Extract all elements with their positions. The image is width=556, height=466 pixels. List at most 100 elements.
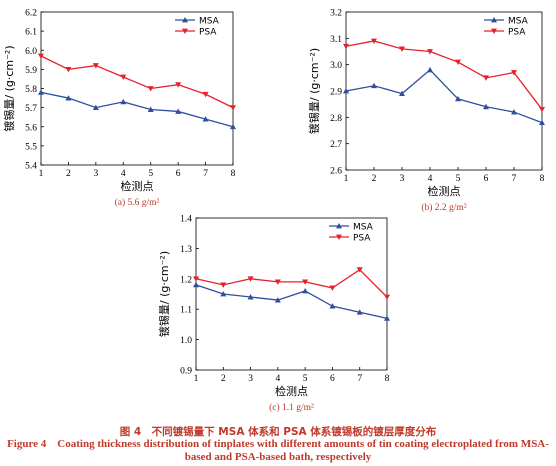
data-point-psa <box>175 82 182 88</box>
plot-frame <box>195 217 388 371</box>
x-tick-label: 8 <box>540 174 545 184</box>
data-point-msa <box>175 108 182 114</box>
x-tick-label: 3 <box>248 374 253 384</box>
data-point-msa <box>274 297 281 303</box>
y-tick-label: 2.7 <box>330 140 342 150</box>
data-point-msa <box>511 109 517 115</box>
data-point-psa <box>65 66 72 73</box>
data-point-psa <box>455 59 461 66</box>
data-point-psa <box>483 75 489 81</box>
data-point-psa <box>38 53 44 59</box>
y-tick-label: 3.0 <box>330 61 342 71</box>
x-tick-label: 6 <box>330 374 335 384</box>
x-tick-label: 8 <box>385 374 390 384</box>
x-tick-label: 7 <box>512 174 517 184</box>
y-tick-label: 2.9 <box>330 88 342 98</box>
x-tick-label: 2 <box>66 169 71 179</box>
data-point-msa <box>302 287 309 294</box>
x-tick-label: 1 <box>39 169 44 179</box>
y-tick-label: 5.8 <box>25 85 37 95</box>
figure-caption-chinese: 图 4 不同镀锡量下 MSA 体系和 PSA 体系镀锡板的镀层厚度分布 <box>119 426 437 438</box>
data-point-psa <box>511 70 517 76</box>
data-point-msa <box>230 123 236 130</box>
data-point-psa <box>427 49 433 55</box>
legend-marker-psa <box>491 28 497 34</box>
y-tick-label: 2.6 <box>330 167 342 177</box>
x-tick-label: 7 <box>203 169 208 179</box>
data-point-msa <box>247 294 254 300</box>
legend-label-psa: PSA <box>508 28 526 38</box>
data-point-msa <box>483 103 489 110</box>
legend-label-psa: PSA <box>353 234 371 244</box>
data-point-psa <box>384 294 390 301</box>
y-tick-label: 1.1 <box>180 306 192 316</box>
series-line-msa <box>345 69 543 124</box>
data-point-msa <box>202 116 209 122</box>
x-axis-label: 检测点 <box>275 384 308 398</box>
x-tick-label: 5 <box>303 374 308 384</box>
y-tick-label: 1.0 <box>180 336 192 346</box>
y-tick-label: 5.7 <box>25 104 37 114</box>
data-point-msa <box>399 90 405 97</box>
data-point-psa <box>230 105 236 111</box>
series-line-psa <box>195 268 388 298</box>
data-point-psa <box>193 276 199 282</box>
figure-caption-english: Figure 4 Coating thickness distribution … <box>7 438 549 463</box>
data-point-msa <box>92 104 99 111</box>
y-tick-label: 5.5 <box>25 142 37 152</box>
data-point-psa <box>274 279 281 285</box>
chart-a: 5.4 5.5 5.6 5.7 5.8 5.9 6.0 6.1 6.2 1 2 3 4 5 6 7 8 检测点 镀锡… <box>2 9 236 208</box>
y-axis-label: 镀锡量/ (g·cm⁻²) <box>2 45 16 131</box>
data-point-msa <box>193 281 199 288</box>
y-tick-label: 1.4 <box>180 215 192 225</box>
legend-label-msa: MSA <box>353 223 374 233</box>
subplot-caption: (b) 2.2 g/m² <box>421 202 466 213</box>
x-tick-label: 1 <box>194 374 199 384</box>
data-point-msa <box>220 291 227 297</box>
data-point-msa <box>147 106 154 112</box>
x-tick-label: 2 <box>221 374 226 384</box>
y-tick-label: 3.2 <box>330 9 342 19</box>
subplot-caption: (a) 5.6 g/m² <box>115 197 160 208</box>
y-tick-label: 5.6 <box>25 123 37 133</box>
x-tick-label: 4 <box>121 169 126 179</box>
x-tick-label: 4 <box>428 174 433 184</box>
y-tick-label: 5.4 <box>25 162 37 172</box>
x-tick-label: 3 <box>400 174 405 184</box>
data-point-psa <box>202 91 209 98</box>
x-tick-label: 7 <box>357 374 362 384</box>
x-tick-label: 3 <box>93 169 98 179</box>
x-tick-label: 5 <box>148 169 153 179</box>
chart-c: 0.9 1.0 1.1 1.2 1.3 1.4 1 2 3 4 5 6 7 8 检测点 镀锡量/ (g·cm⁻… <box>157 215 390 413</box>
data-point-msa <box>427 66 433 73</box>
data-point-msa <box>539 119 545 125</box>
data-point-psa <box>343 43 349 50</box>
data-point-psa <box>371 38 377 44</box>
legend-marker-msa <box>491 17 497 23</box>
data-point-msa <box>120 98 127 105</box>
y-tick-label: 2.8 <box>330 114 342 124</box>
y-tick-label: 6.1 <box>25 28 37 38</box>
data-point-psa <box>329 285 336 291</box>
data-point-psa <box>356 267 363 273</box>
chart-b: 2.6 2.7 2.8 2.9 3.0 3.1 3.2 1 2 3 4 5 6 7 8 检测点 镀锡量/ (g·… <box>307 9 545 213</box>
series-line-psa <box>40 55 234 109</box>
x-axis-label: 检测点 <box>428 184 461 198</box>
legend-marker-msa <box>182 17 188 23</box>
data-point-msa <box>38 89 44 95</box>
data-point-psa <box>247 276 254 282</box>
y-tick-label: 1.3 <box>180 245 192 255</box>
data-point-psa <box>120 74 127 81</box>
figure-canvas: 5.45.55.65.75.85.96.06.16.21 2 3 4 5 6 7 8检测点镀锡… <box>2 9 545 413</box>
y-axis-label: 镀锡量/ (g·cm⁻²) <box>157 251 171 337</box>
series-line-psa <box>345 40 543 110</box>
y-tick-label: 6.0 <box>25 47 37 57</box>
x-tick-label: 1 <box>344 174 349 184</box>
y-tick-label: 6.2 <box>25 9 37 19</box>
x-tick-label: 8 <box>231 169 236 179</box>
y-axis-label: 镀锡量/ (g·cm⁻²) <box>307 48 321 134</box>
data-point-psa <box>302 279 309 285</box>
y-tick-label: 3.1 <box>330 35 342 45</box>
x-tick-label: 4 <box>275 374 280 384</box>
x-tick-label: 2 <box>372 174 377 184</box>
